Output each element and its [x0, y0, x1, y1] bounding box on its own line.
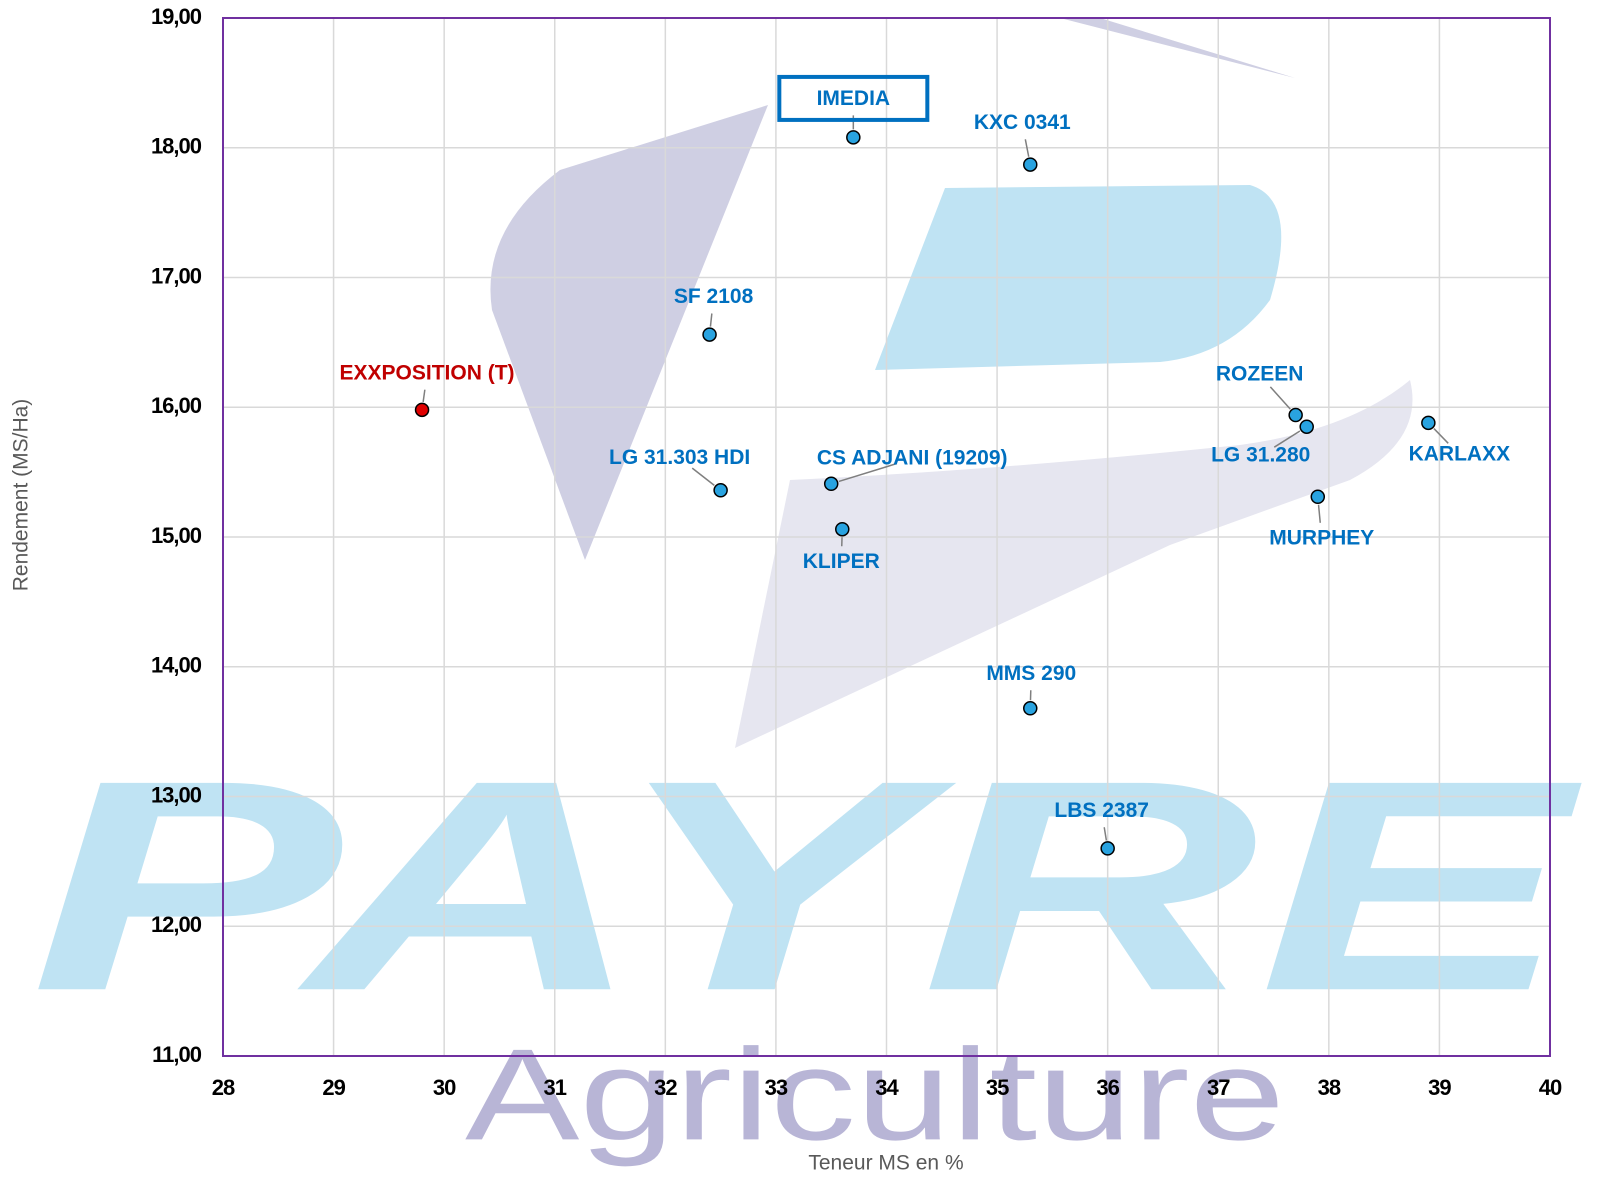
point [1422, 416, 1435, 429]
point-label: LG 31.303 HDI [609, 446, 750, 469]
leader-line [692, 468, 714, 485]
y-tick-label: 12,00 [151, 912, 202, 937]
y-tick-label: 15,00 [151, 523, 202, 548]
point [714, 484, 727, 497]
point-label: CS ADJANI (19209) [817, 446, 1008, 469]
x-tick-label: 36 [1096, 1075, 1119, 1100]
y-tick-label: 18,00 [151, 134, 202, 159]
y-tick-label: 19,00 [151, 4, 202, 29]
leader-line [1270, 387, 1290, 409]
point-label: KXC 0341 [974, 111, 1071, 134]
x-tick-label: 30 [433, 1075, 456, 1100]
y-tick-label: 14,00 [151, 653, 202, 678]
point [1289, 409, 1302, 422]
point [1101, 842, 1114, 855]
x-tick-label: 33 [765, 1075, 788, 1100]
point-label: KLIPER [803, 550, 880, 573]
y-tick-label: 11,00 [152, 1042, 202, 1067]
point [825, 477, 838, 490]
chart: PAYRE Agriculture Teneur MS en % Rendeme… [0, 0, 1601, 1204]
leader-line [710, 313, 711, 326]
y-axis-title: Rendement (MS/Ha) [10, 399, 33, 592]
x-tick-label: 31 [544, 1075, 567, 1100]
x-tick-label: 39 [1428, 1075, 1451, 1100]
point [416, 403, 429, 416]
point [1300, 420, 1313, 433]
x-tick-label: 35 [986, 1075, 1009, 1100]
point-label: MURPHEY [1269, 526, 1374, 549]
x-axis-title: Teneur MS en % [808, 1152, 963, 1175]
x-tick-label: 34 [875, 1075, 899, 1100]
y-tick-label: 13,00 [151, 782, 202, 807]
point [1024, 158, 1037, 171]
x-tick-label: 28 [212, 1075, 235, 1100]
x-tick-label: 40 [1539, 1075, 1562, 1100]
point [836, 523, 849, 536]
leader-line [1319, 505, 1321, 523]
point-label: MMS 290 [986, 662, 1076, 685]
point [1311, 490, 1324, 503]
point-label: KARLAXX [1409, 442, 1511, 465]
x-tick-label: 38 [1318, 1075, 1341, 1100]
point-label: ROZEEN [1216, 363, 1304, 386]
leader-line [1434, 429, 1448, 444]
y-tick-label: 17,00 [151, 263, 202, 288]
x-tick-label: 32 [654, 1075, 677, 1100]
point-label: LBS 2387 [1054, 799, 1149, 822]
point-label: EXXPOSITION (T) [340, 361, 515, 384]
leader-line [423, 390, 425, 402]
x-tick-label: 29 [322, 1075, 345, 1100]
point-label: IMEDIA [817, 87, 891, 110]
watermark-logo: PAYRE [30, 717, 1587, 1053]
point [1024, 702, 1037, 715]
point [847, 131, 860, 144]
x-tick-label: 37 [1207, 1075, 1230, 1100]
y-tick-label: 16,00 [151, 393, 202, 418]
point-label: LG 31.280 [1211, 443, 1310, 466]
point-label: SF 2108 [674, 285, 754, 308]
point [703, 328, 716, 341]
